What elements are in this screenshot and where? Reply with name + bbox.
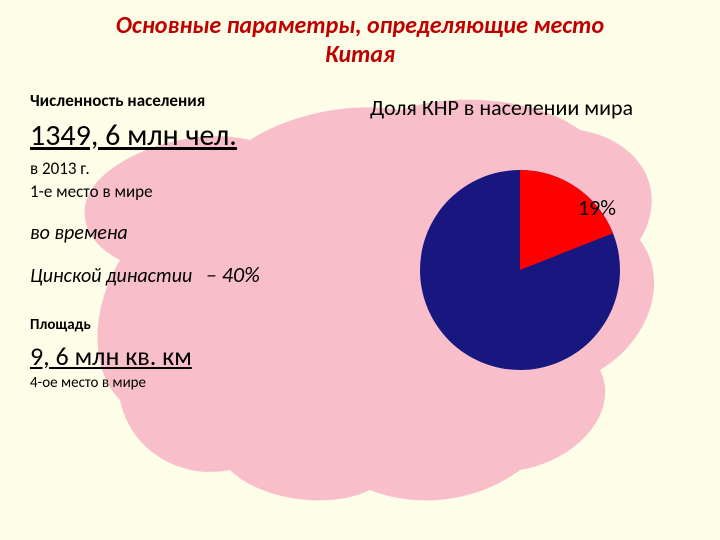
area-label: Площадь bbox=[30, 316, 380, 334]
population-value: 1349, 6 млн чел. bbox=[30, 117, 380, 154]
population-label: Численность населения bbox=[30, 90, 380, 111]
area-rank: 4-ое место в мире bbox=[30, 374, 380, 392]
pie-chart: 19% bbox=[400, 150, 640, 390]
title-line-1: Основные параметры, определяющие место bbox=[116, 11, 604, 40]
slide-title: Основные параметры, определяющие место К… bbox=[0, 12, 720, 70]
qing-line: Цинской династии – 40% bbox=[30, 261, 380, 288]
area-value: 9, 6 млн кв. км bbox=[30, 340, 380, 372]
qing-prefix: во времена bbox=[30, 220, 380, 247]
slide: Основные параметры, определяющие место К… bbox=[0, 0, 720, 540]
qing-value: – 40% bbox=[206, 261, 260, 288]
title-line-2: Китая bbox=[325, 40, 395, 69]
pie-title: Доля КНР в населении мира bbox=[370, 94, 700, 121]
left-column: Численность населения 1349, 6 млн чел. в… bbox=[30, 90, 380, 392]
qing-dynasty: Цинской династии bbox=[30, 264, 192, 288]
pie-slice-label: 19% bbox=[578, 194, 616, 221]
population-rank: 1-е место в мире bbox=[30, 181, 380, 204]
population-year: в 2013 г. bbox=[30, 158, 380, 181]
